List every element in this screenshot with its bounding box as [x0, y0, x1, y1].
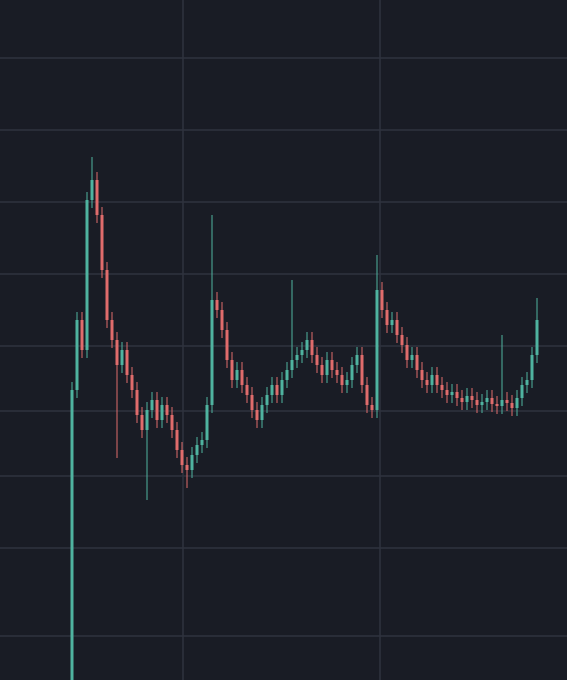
candle-body: [90, 180, 94, 200]
candle-body: [395, 320, 399, 335]
candle-body: [510, 403, 514, 408]
candle-body: [505, 400, 509, 403]
candle-body: [390, 320, 394, 325]
candle-body: [200, 440, 204, 445]
candle-body: [340, 375, 344, 385]
candle-body: [240, 370, 244, 385]
candle-body: [360, 355, 364, 385]
candle-body: [380, 290, 384, 310]
candle-body: [160, 405, 164, 420]
candle-body: [330, 360, 334, 370]
candle-body: [455, 392, 459, 398]
candle-body: [535, 320, 539, 355]
candle-body: [110, 320, 114, 340]
candle-body: [100, 215, 104, 270]
candle-body: [450, 392, 454, 395]
candle-body: [150, 400, 154, 410]
candle-body: [265, 395, 269, 405]
candle-body: [220, 310, 224, 330]
candle-body: [195, 445, 199, 455]
candle-body: [435, 375, 439, 385]
candle-body: [490, 398, 494, 404]
candle-body: [230, 360, 234, 380]
candle-body: [400, 335, 404, 345]
candle-body: [425, 380, 429, 385]
candle-body: [115, 340, 119, 365]
candle-body: [315, 355, 319, 365]
candle-body: [465, 396, 469, 402]
candle-body: [180, 450, 184, 465]
candle-body: [235, 370, 239, 380]
candle-body: [135, 390, 139, 415]
candle-body: [420, 370, 424, 380]
candle-body: [190, 455, 194, 470]
candle-body: [405, 345, 409, 360]
candle-body: [355, 355, 359, 365]
candle-body: [120, 350, 124, 365]
candle-body: [280, 380, 284, 395]
candle-body: [270, 385, 274, 395]
candle-body: [475, 400, 479, 405]
candle-body: [80, 320, 84, 350]
candle-body: [125, 350, 129, 375]
candle-body: [105, 270, 109, 320]
candle-body: [350, 365, 354, 380]
candle-body: [385, 310, 389, 325]
candle-body: [370, 405, 374, 410]
candle-body: [415, 355, 419, 370]
candle-body: [495, 404, 499, 406]
candle-body: [375, 290, 379, 410]
candle-body: [515, 398, 519, 408]
candle-body: [260, 405, 264, 420]
candle-body: [285, 370, 289, 380]
candle-body: [410, 355, 414, 360]
candle-body: [335, 370, 339, 375]
candle-body: [170, 415, 174, 430]
candle-body: [215, 300, 219, 310]
candle-body: [75, 320, 79, 390]
candle-body: [85, 200, 89, 350]
candle-body: [205, 405, 209, 440]
candle-body: [145, 410, 149, 430]
candle-body: [295, 355, 299, 360]
candle-body: [440, 385, 444, 390]
candle-body: [95, 180, 99, 215]
candle-body: [250, 395, 254, 410]
candle-body: [320, 365, 324, 375]
candle-body: [245, 385, 249, 395]
candle-body: [470, 396, 474, 400]
candle-body: [500, 400, 504, 406]
candle-body: [130, 375, 134, 390]
candle-body: [275, 385, 279, 395]
candle-body: [140, 415, 144, 430]
candle-body: [290, 360, 294, 370]
candle-body: [155, 400, 159, 420]
candle-body: [305, 340, 309, 350]
candle-body: [70, 390, 74, 680]
candle-body: [210, 300, 214, 405]
candle-body: [445, 390, 449, 395]
candle-body: [310, 340, 314, 355]
candle-body: [325, 360, 329, 375]
candle-body: [530, 355, 534, 380]
candle-body: [430, 375, 434, 385]
candle-body: [255, 410, 259, 420]
candle-body: [365, 385, 369, 405]
candle-body: [165, 405, 169, 415]
candle-body: [525, 380, 529, 385]
candle-body: [480, 402, 484, 405]
candle-body: [185, 465, 189, 470]
candle-body: [345, 380, 349, 385]
candle-body: [300, 350, 304, 355]
candle-body: [460, 398, 464, 402]
candle-body: [225, 330, 229, 360]
candle-body: [520, 385, 524, 398]
candle-body: [485, 398, 489, 402]
candle-body: [175, 430, 179, 450]
